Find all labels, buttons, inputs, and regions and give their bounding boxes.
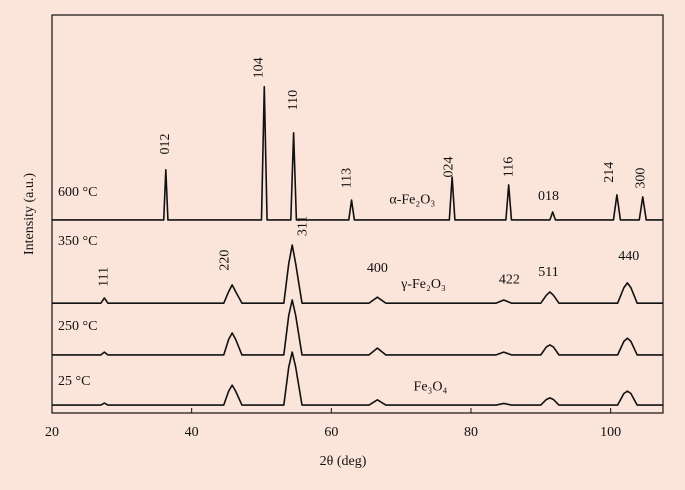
spectrum-line — [52, 299, 663, 356]
annotation: 220 — [217, 250, 232, 271]
annotation: 012 — [158, 133, 173, 154]
annotation: 110 — [286, 90, 301, 110]
annotation: 422 — [499, 272, 520, 287]
x-tick-label: 100 — [600, 425, 621, 440]
annotation: 300 — [634, 168, 649, 189]
x-tick-label: 80 — [464, 425, 478, 440]
annotation: γ-Fe₂O₃ — [400, 277, 446, 292]
series-label: 250 °C — [58, 319, 97, 334]
annotation: 113 — [340, 168, 355, 188]
annotation: α-Fe₂O₃ — [389, 192, 435, 207]
annotation: 116 — [502, 157, 517, 177]
spectrum-line — [52, 85, 663, 221]
series-label: 350 °C — [58, 234, 97, 249]
series-label: 600 °C — [58, 185, 97, 200]
annotation: 311 — [296, 216, 311, 236]
annotation: 440 — [618, 249, 639, 264]
plot-frame — [51, 14, 664, 414]
x-tick-label: 40 — [185, 425, 199, 440]
series-label: 25 °C — [58, 374, 90, 389]
annotation: 111 — [97, 267, 112, 287]
annotation: 214 — [602, 162, 617, 183]
annotation: 400 — [367, 261, 388, 276]
annotation: 104 — [252, 57, 267, 78]
annotation: Fe₃O₄ — [414, 379, 448, 394]
x-axis-label: 2θ (deg) — [320, 454, 367, 469]
x-tick-label: 20 — [45, 425, 59, 440]
annotation: 511 — [538, 265, 558, 280]
y-axis-label: Intensity (a.u.) — [22, 173, 37, 255]
spectrum-line — [52, 244, 663, 304]
x-tick-label: 60 — [324, 425, 338, 440]
spectrum-line — [52, 351, 663, 406]
annotation: 018 — [538, 189, 559, 204]
annotation: 024 — [442, 157, 457, 178]
